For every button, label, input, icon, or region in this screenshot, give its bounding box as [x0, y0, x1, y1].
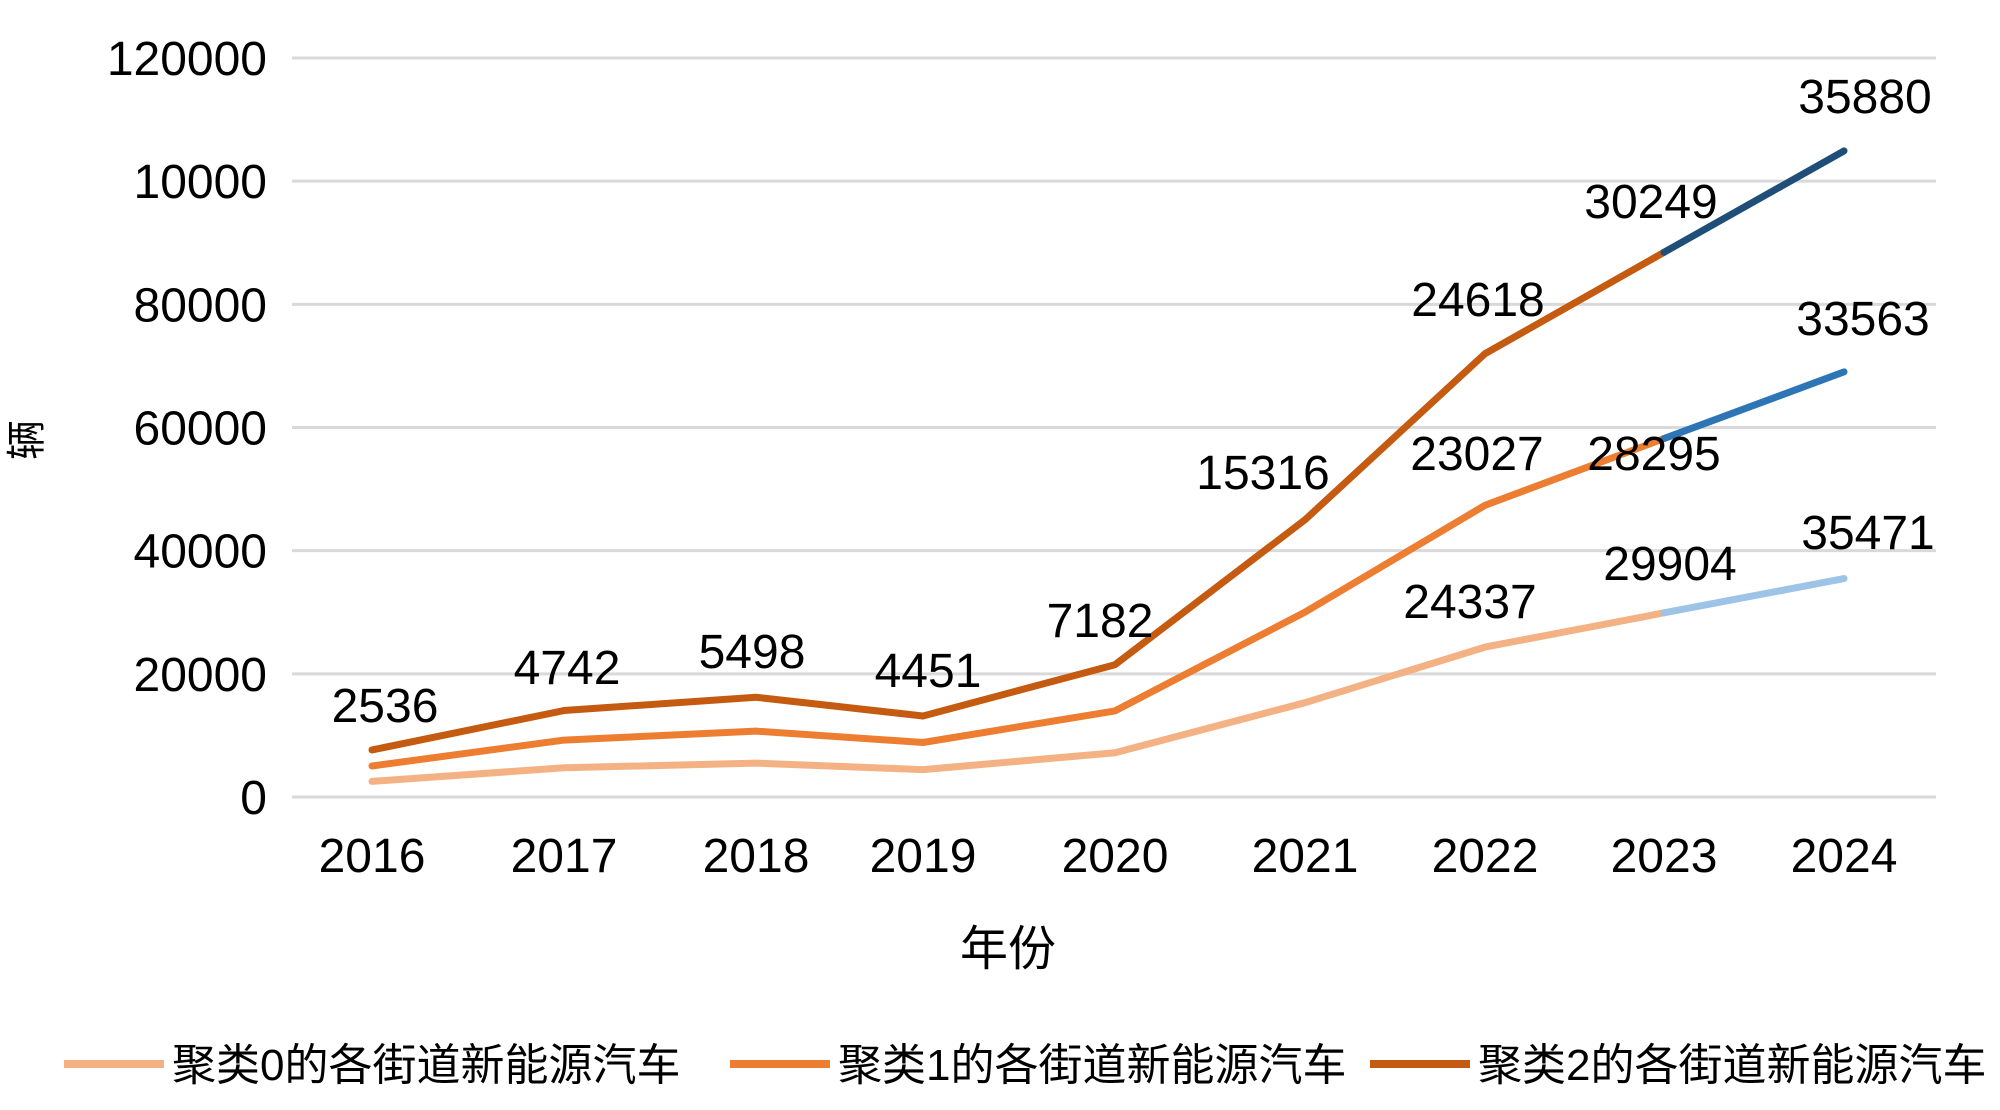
y-tick-label: 10000 — [134, 156, 267, 209]
y-axis-label: 辆 — [5, 420, 49, 460]
data-label: 2536 — [332, 680, 439, 733]
x-tick-label: 2023 — [1611, 830, 1718, 883]
x-tick-label: 2024 — [1791, 830, 1898, 883]
data-label: 23027 — [1410, 428, 1543, 481]
legend-item-1: 聚类1的各街道新能源汽车 — [730, 1041, 1346, 1090]
x-tick-label: 2019 — [870, 830, 977, 883]
data-label: 35880 — [1798, 71, 1931, 124]
series-lines — [368, 147, 1848, 785]
series-line-0 — [368, 609, 1668, 785]
x-axis-label: 年份 — [960, 923, 1056, 976]
data-label: 4451 — [875, 645, 982, 698]
y-tick-label: 120000 — [107, 33, 267, 86]
series-forecast-line-1 — [1660, 368, 1848, 443]
x-tick-label: 2022 — [1432, 830, 1539, 883]
x-tick-label: 2017 — [511, 830, 618, 883]
series-line-1 — [368, 435, 1668, 770]
legend-label: 聚类0的各街道新能源汽车 — [172, 1041, 680, 1090]
x-tick-label: 2021 — [1252, 830, 1359, 883]
data-label: 29904 — [1603, 538, 1736, 591]
data-label: 15316 — [1196, 447, 1329, 500]
gridlines — [292, 56, 1936, 799]
x-tick-label: 2020 — [1062, 830, 1169, 883]
series-forecast-line-0 — [1660, 575, 1848, 617]
data-label: 7182 — [1047, 595, 1154, 648]
y-tick-label: 40000 — [134, 526, 267, 579]
data-label: 4742 — [514, 642, 621, 695]
data-label: 35471 — [1801, 507, 1934, 560]
series-line-2 — [368, 248, 1668, 754]
legend-item-0: 聚类0的各街道新能源汽车 — [64, 1041, 680, 1090]
data-label: 24337 — [1403, 576, 1536, 629]
y-tick-label: 20000 — [134, 649, 267, 702]
series-forecast-line-2 — [1660, 147, 1848, 256]
data-label: 24618 — [1411, 274, 1544, 327]
data-labels: 2536 4742 5498 4451 7182 15316 24618 30249 35880… — [332, 71, 1935, 733]
x-tick-label: 2016 — [319, 830, 426, 883]
data-label: 28295 — [1587, 428, 1720, 481]
legend-label: 聚类1的各街道新能源汽车 — [838, 1041, 1346, 1090]
y-tick-label: 80000 — [134, 279, 267, 332]
y-tick-label: 0 — [240, 772, 267, 825]
x-tick-label: 2018 — [703, 830, 810, 883]
y-tick-label: 60000 — [134, 403, 267, 456]
y-axis-ticks: 0 20000 40000 60000 80000 10000 120000 — [107, 33, 267, 825]
legend-item-2: 聚类2的各街道新能源汽车 — [1370, 1041, 1986, 1090]
legend-label: 聚类2的各街道新能源汽车 — [1478, 1041, 1986, 1090]
legend: 聚类0的各街道新能源汽车 聚类1的各街道新能源汽车 聚类2的各街道新能源汽车 — [64, 1041, 1986, 1090]
data-label: 33563 — [1796, 293, 1929, 346]
data-label: 5498 — [699, 626, 806, 679]
x-axis-ticks: 2016 2017 2018 2019 2020 2021 2022 2023 2024 — [319, 830, 1898, 883]
data-label: 30249 — [1584, 176, 1717, 229]
